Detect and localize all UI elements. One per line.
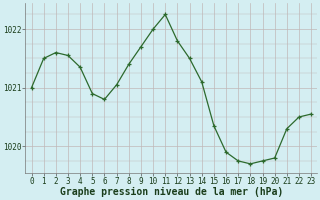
X-axis label: Graphe pression niveau de la mer (hPa): Graphe pression niveau de la mer (hPa) [60, 187, 283, 197]
